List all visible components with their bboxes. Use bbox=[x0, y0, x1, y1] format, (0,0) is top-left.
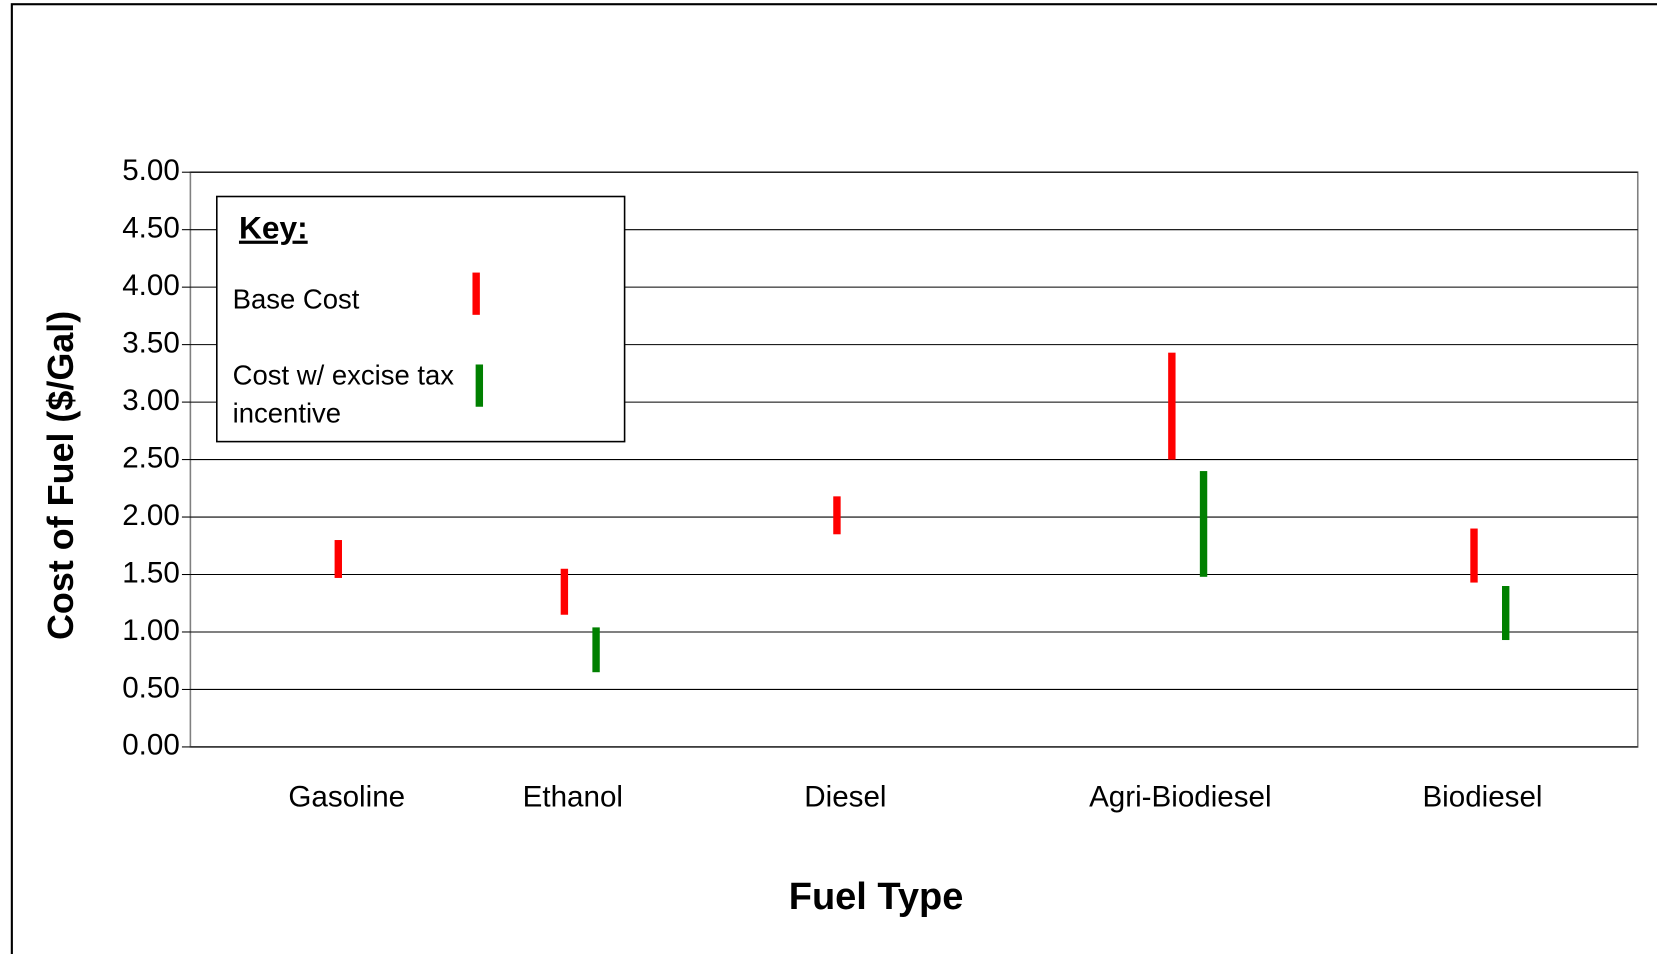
y-tick-label: 1.00 bbox=[122, 614, 180, 647]
legend-label: Base Cost bbox=[232, 283, 360, 315]
legend-box bbox=[216, 195, 626, 443]
y-tick-label: 2.00 bbox=[122, 499, 180, 532]
legend-label-box: Base Cost bbox=[232, 283, 360, 315]
range-bar bbox=[1168, 352, 1176, 460]
legend-swatch bbox=[472, 272, 480, 315]
y-tick-label: 0.50 bbox=[122, 671, 180, 704]
legend-label-box: Cost w/ excise tax incentive bbox=[232, 359, 454, 429]
y-tick-label: 0.00 bbox=[122, 729, 180, 762]
x-axis-title: Fuel Type bbox=[789, 876, 964, 918]
x-tick-label: Biodiesel bbox=[1422, 781, 1542, 814]
y-tick-label: 3.50 bbox=[122, 326, 180, 359]
range-bar bbox=[560, 568, 569, 615]
y-tick-label: 1.50 bbox=[122, 556, 180, 589]
range-bar bbox=[592, 627, 600, 673]
y-tick-label: 2.50 bbox=[122, 441, 180, 474]
y-tick-label: 4.00 bbox=[122, 269, 180, 302]
x-tick-label: Diesel bbox=[804, 781, 886, 814]
range-bar bbox=[1502, 586, 1510, 641]
y-tick-label: 5.00 bbox=[122, 154, 180, 187]
range-bar bbox=[334, 540, 342, 578]
x-tick-label: Gasoline bbox=[288, 781, 405, 814]
y-tick-label: 3.00 bbox=[122, 384, 180, 417]
legend-label: Cost w/ excise tax incentive bbox=[232, 359, 454, 429]
y-tick-label: 4.50 bbox=[122, 211, 180, 244]
y-axis-title: Cost of Fuel ($/Gal) bbox=[40, 311, 81, 640]
x-tick-label: Agri-Biodiesel bbox=[1089, 781, 1271, 814]
legend-swatch bbox=[475, 364, 484, 407]
x-tick-label: Ethanol bbox=[523, 781, 623, 814]
range-bar bbox=[833, 496, 841, 535]
legend-title: Key: bbox=[239, 210, 308, 246]
range-bar bbox=[1470, 528, 1478, 583]
range-bar bbox=[1199, 471, 1208, 577]
